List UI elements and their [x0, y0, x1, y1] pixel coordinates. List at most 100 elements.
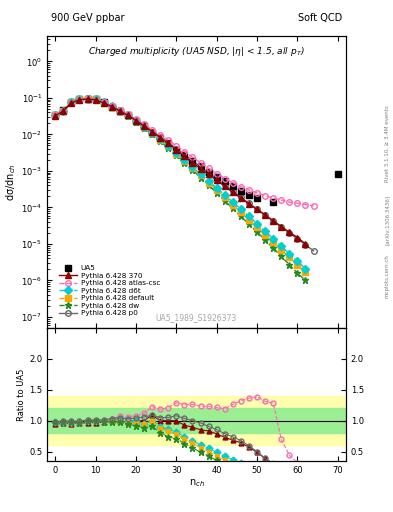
- Pythia 6.428 default: [158, 137, 163, 143]
- UA5: [255, 195, 259, 201]
- Pythia 6.428 atlas-csc: [303, 202, 308, 208]
- Pythia 6.428 d6t: [158, 136, 163, 142]
- Pythia 6.428 dw: [230, 205, 235, 211]
- Pythia 6.428 d6t: [53, 113, 58, 119]
- Pythia 6.428 370: [239, 195, 243, 201]
- Pythia 6.428 dw: [247, 221, 252, 227]
- Pythia 6.428 370: [295, 234, 300, 241]
- Pythia 6.428 dw: [109, 104, 114, 110]
- UA5: [166, 140, 171, 146]
- Pythia 6.428 atlas-csc: [182, 148, 187, 155]
- Line: Pythia 6.428 d6t: Pythia 6.428 d6t: [52, 96, 308, 271]
- Pythia 6.428 d6t: [109, 103, 114, 110]
- Pythia 6.428 p0: [101, 99, 106, 105]
- Pythia 6.428 dw: [174, 152, 179, 158]
- Pythia 6.428 default: [279, 247, 284, 253]
- Pythia 6.428 dw: [166, 145, 171, 151]
- Text: mcplots.cern.ch: mcplots.cern.ch: [385, 254, 390, 298]
- UA5: [271, 199, 275, 205]
- Pythia 6.428 atlas-csc: [125, 111, 130, 117]
- Pythia 6.428 atlas-csc: [85, 96, 90, 102]
- UA5: [85, 95, 90, 101]
- Pythia 6.428 atlas-csc: [109, 103, 114, 109]
- Pythia 6.428 dw: [85, 96, 90, 102]
- Pythia 6.428 370: [158, 135, 163, 141]
- Text: Rivet 3.1.10, ≥ 3.4M events: Rivet 3.1.10, ≥ 3.4M events: [385, 105, 390, 182]
- Pythia 6.428 atlas-csc: [174, 143, 179, 149]
- Pythia 6.428 dw: [101, 100, 106, 106]
- Pythia 6.428 p0: [53, 113, 58, 119]
- Pythia 6.428 370: [247, 201, 252, 207]
- Pythia 6.428 p0: [93, 96, 98, 102]
- Pythia 6.428 p0: [239, 194, 243, 200]
- Text: [arXiv:1306.3436]: [arXiv:1306.3436]: [385, 195, 390, 245]
- Pythia 6.428 dw: [150, 132, 154, 138]
- Pythia 6.428 default: [77, 96, 82, 102]
- Pythia 6.428 370: [150, 129, 154, 135]
- Pythia 6.428 dw: [222, 198, 227, 204]
- Pythia 6.428 370: [134, 117, 138, 123]
- Pythia 6.428 default: [271, 240, 275, 246]
- Pythia 6.428 370: [198, 166, 203, 172]
- Pythia 6.428 d6t: [263, 228, 268, 234]
- Line: Pythia 6.428 default: Pythia 6.428 default: [52, 96, 308, 275]
- X-axis label: n$_{ch}$: n$_{ch}$: [189, 477, 204, 489]
- Pythia 6.428 p0: [69, 99, 74, 105]
- Pythia 6.428 default: [206, 180, 211, 186]
- Pythia 6.428 370: [230, 189, 235, 196]
- Pythia 6.428 default: [247, 217, 252, 223]
- Pythia 6.428 370: [303, 241, 308, 247]
- Pythia 6.428 default: [255, 224, 259, 230]
- Pythia 6.428 atlas-csc: [311, 203, 316, 209]
- UA5: [158, 135, 163, 141]
- UA5: [150, 130, 154, 136]
- Pythia 6.428 default: [150, 130, 154, 136]
- Pythia 6.428 default: [287, 254, 292, 261]
- Pythia 6.428 atlas-csc: [53, 113, 58, 119]
- Pythia 6.428 d6t: [166, 143, 171, 149]
- Pythia 6.428 d6t: [247, 214, 252, 220]
- Pythia 6.428 default: [263, 231, 268, 238]
- Pythia 6.428 d6t: [206, 178, 211, 184]
- Pythia 6.428 d6t: [239, 206, 243, 212]
- UA5: [182, 152, 187, 158]
- UA5: [101, 99, 106, 105]
- UA5: [93, 96, 98, 102]
- Pythia 6.428 atlas-csc: [239, 184, 243, 190]
- Pythia 6.428 p0: [287, 230, 292, 236]
- Pythia 6.428 d6t: [222, 192, 227, 198]
- Pythia 6.428 p0: [150, 129, 154, 135]
- Pythia 6.428 370: [279, 223, 284, 229]
- Pythia 6.428 d6t: [141, 124, 146, 130]
- Pythia 6.428 p0: [222, 182, 227, 188]
- Pythia 6.428 dw: [271, 245, 275, 251]
- Pythia 6.428 370: [93, 97, 98, 103]
- Pythia 6.428 atlas-csc: [141, 121, 146, 127]
- Pythia 6.428 dw: [134, 119, 138, 125]
- Pythia 6.428 dw: [182, 159, 187, 165]
- Pythia 6.428 370: [53, 113, 58, 119]
- Pythia 6.428 p0: [230, 188, 235, 194]
- Pythia 6.428 atlas-csc: [230, 180, 235, 186]
- Pythia 6.428 p0: [190, 158, 195, 164]
- Pythia 6.428 p0: [77, 96, 82, 102]
- Pythia 6.428 370: [61, 108, 66, 114]
- Pythia 6.428 default: [230, 202, 235, 208]
- Legend: UA5, Pythia 6.428 370, Pythia 6.428 atlas-csc, Pythia 6.428 d6t, Pythia 6.428 de: UA5, Pythia 6.428 370, Pythia 6.428 atla…: [57, 263, 162, 318]
- Pythia 6.428 p0: [118, 107, 122, 113]
- Pythia 6.428 default: [101, 100, 106, 106]
- Pythia 6.428 atlas-csc: [118, 107, 122, 113]
- Pythia 6.428 dw: [255, 229, 259, 236]
- Pythia 6.428 default: [174, 151, 179, 157]
- Pythia 6.428 atlas-csc: [166, 137, 171, 143]
- Pythia 6.428 default: [166, 143, 171, 150]
- Pythia 6.428 p0: [158, 134, 163, 140]
- Pythia 6.428 default: [198, 172, 203, 178]
- Pythia 6.428 dw: [206, 182, 211, 188]
- Pythia 6.428 default: [303, 269, 308, 275]
- Pythia 6.428 p0: [271, 218, 275, 224]
- Pythia 6.428 p0: [263, 212, 268, 218]
- Pythia 6.428 d6t: [214, 185, 219, 191]
- Pythia 6.428 370: [206, 172, 211, 178]
- Pythia 6.428 370: [109, 103, 114, 110]
